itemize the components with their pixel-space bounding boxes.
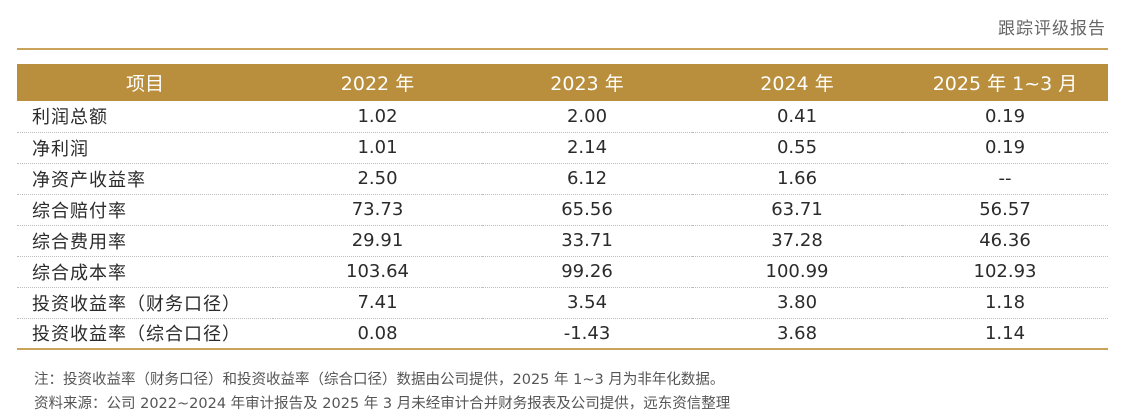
row-label: 净资产收益率: [17, 163, 273, 195]
table-cell: 3.54: [482, 287, 692, 319]
table-footnote: 注：投资收益率（财务口径）和投资收益率（综合口径）数据由公司提供，2025 年 …: [34, 372, 725, 388]
table-cell: 100.99: [692, 256, 902, 288]
table-cell: 3.80: [692, 287, 902, 319]
data-source-note: 资料来源：公司 2022~2024 年审计报告及 2025 年 3 月未经审计合…: [34, 396, 731, 412]
row-label: 综合费用率: [17, 225, 273, 257]
table-cell: 46.36: [902, 225, 1108, 257]
table-cell: 3.68: [692, 318, 902, 350]
table-row: 利润总额 1.02 2.00 0.41 0.19: [17, 101, 1108, 133]
table-row: 净利润 1.01 2.14 0.55 0.19: [17, 132, 1108, 164]
table-cell: 37.28: [692, 225, 902, 257]
table-cell: 103.64: [273, 256, 482, 288]
row-label: 投资收益率（综合口径）: [17, 318, 273, 350]
table-cell: 1.14: [902, 318, 1108, 350]
table-cell: 0.19: [902, 132, 1108, 164]
row-label: 利润总额: [17, 101, 273, 133]
report-type-label: 跟踪评级报告: [998, 19, 1106, 39]
table-cell: -1.43: [482, 318, 692, 350]
table-cell: 0.55: [692, 132, 902, 164]
table-cell: 0.08: [273, 318, 482, 350]
financial-indicators-table: 项目 2022 年 2023 年 2024 年 2025 年 1~3 月 利润总…: [17, 64, 1108, 350]
row-label: 综合赔付率: [17, 194, 273, 226]
table-cell: 73.73: [273, 194, 482, 226]
table-row: 投资收益率（综合口径） 0.08 -1.43 3.68 1.14: [17, 318, 1108, 350]
table-row: 综合费用率 29.91 33.71 37.28 46.36: [17, 225, 1108, 257]
table-cell: 1.18: [902, 287, 1108, 319]
table-cell: 56.57: [902, 194, 1108, 226]
row-label: 综合成本率: [17, 256, 273, 288]
table-cell: 1.02: [273, 101, 482, 133]
column-header-2023: 2023 年: [550, 73, 624, 95]
table-cell: 33.71: [482, 225, 692, 257]
table-notes: 注：投资收益率（财务口径）和投资收益率（综合口径）数据由公司提供，2025 年 …: [34, 368, 730, 416]
table-row: 投资收益率（财务口径） 7.41 3.54 3.80 1.18: [17, 287, 1108, 319]
table-cell: 1.01: [273, 132, 482, 164]
table-cell: 6.12: [482, 163, 692, 195]
table-cell: 0.41: [692, 101, 902, 133]
header-divider: [17, 48, 1108, 50]
table-cell: 2.50: [273, 163, 482, 195]
column-header-2024: 2024 年: [760, 73, 834, 95]
table-cell: 65.56: [482, 194, 692, 226]
table-cell: 7.41: [273, 287, 482, 319]
table-cell: 0.19: [902, 101, 1108, 133]
table-row: 净资产收益率 2.50 6.12 1.66 --: [17, 163, 1108, 195]
table-cell: 99.26: [482, 256, 692, 288]
table-cell: 29.91: [273, 225, 482, 257]
table-cell: 1.66: [692, 163, 902, 195]
column-header-2025q1: 2025 年 1~3 月: [932, 73, 1078, 95]
column-header-2022: 2022 年: [340, 73, 415, 95]
table-row: 综合赔付率 73.73 65.56 63.71 56.57: [17, 194, 1108, 226]
table-header-row: 项目 2022 年 2023 年 2024 年 2025 年 1~3 月: [17, 64, 1108, 101]
table-cell: 63.71: [692, 194, 902, 226]
column-header-item: 项目: [125, 73, 164, 95]
row-label: 净利润: [17, 132, 273, 164]
table-cell: --: [902, 163, 1108, 195]
table-cell: 102.93: [902, 256, 1108, 288]
row-label: 投资收益率（财务口径）: [17, 287, 273, 319]
table-row: 综合成本率 103.64 99.26 100.99 102.93: [17, 256, 1108, 288]
table-cell: 2.00: [482, 101, 692, 133]
table-cell: 2.14: [482, 132, 692, 164]
